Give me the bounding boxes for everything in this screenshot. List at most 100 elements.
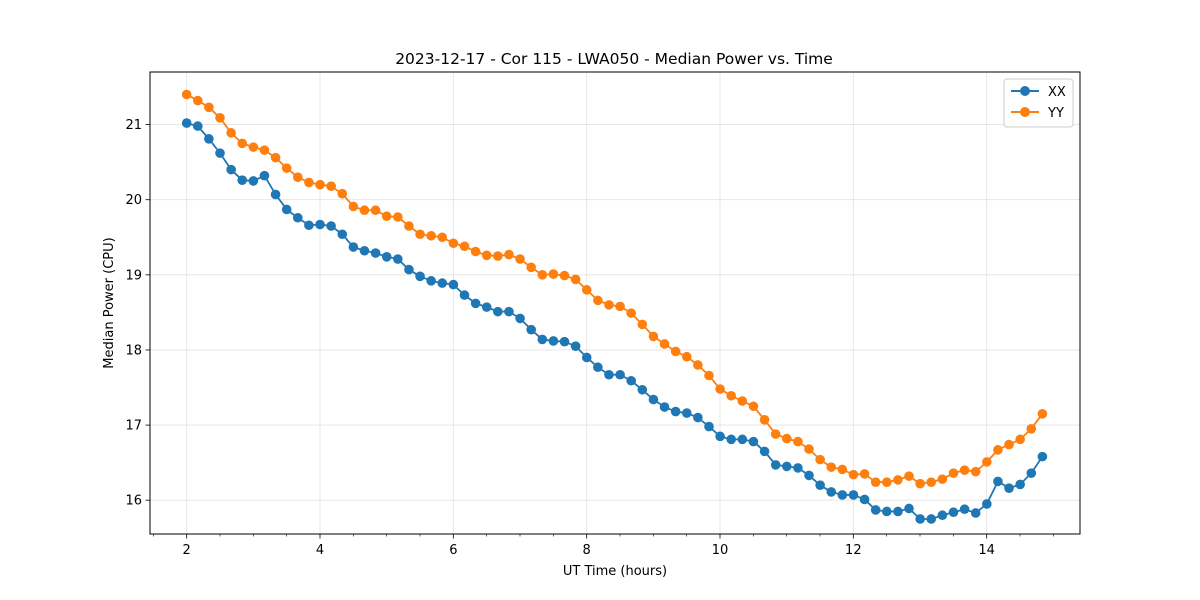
- data-point-yy: [370, 205, 381, 216]
- data-point-xx: [270, 189, 281, 200]
- data-point-xx: [970, 508, 981, 518]
- data-point-xx: [326, 221, 336, 231]
- data-point-yy: [415, 229, 425, 240]
- data-point-xx: [393, 254, 403, 264]
- data-point-xx: [248, 176, 259, 186]
- data-point-yy: [248, 142, 259, 152]
- data-point-yy: [837, 464, 848, 475]
- data-point-xx: [581, 352, 592, 363]
- data-point-xx: [815, 480, 825, 490]
- data-point-xx: [926, 514, 937, 524]
- data-point-yy: [393, 212, 403, 222]
- data-point-yy: [926, 477, 937, 487]
- data-point-yy: [937, 474, 948, 484]
- series-xx: [181, 118, 1048, 524]
- x-tick-label: 2: [183, 543, 191, 558]
- data-point-xx: [237, 175, 248, 185]
- data-point-xx: [426, 276, 436, 286]
- x-tick-label: 12: [845, 543, 862, 558]
- data-point-yy: [526, 262, 536, 273]
- data-point-yy: [982, 457, 992, 467]
- data-point-yy: [304, 177, 314, 188]
- data-point-yy: [793, 436, 803, 447]
- y-tick-label: 17: [125, 419, 142, 434]
- x-tick-label: 6: [449, 543, 457, 558]
- legend-marker-xx: [1020, 86, 1030, 96]
- data-point-yy: [426, 230, 436, 241]
- data-point-xx: [437, 278, 448, 288]
- data-point-xx: [982, 499, 992, 509]
- data-point-yy: [493, 251, 503, 261]
- data-point-yy: [281, 163, 292, 173]
- data-point-yy: [559, 270, 570, 281]
- data-point-yy: [959, 465, 970, 475]
- data-point-yy: [726, 390, 737, 401]
- data-point-xx: [415, 271, 425, 282]
- data-point-xx: [493, 306, 503, 317]
- data-point-yy: [537, 270, 548, 280]
- data-point-xx: [537, 334, 548, 345]
- data-point-yy: [593, 295, 603, 306]
- legend-label-yy: YY: [1047, 106, 1064, 121]
- data-point-xx: [893, 506, 903, 517]
- data-point-xx: [715, 431, 725, 442]
- x-tick-label: 14: [978, 543, 995, 558]
- data-point-xx: [681, 408, 692, 418]
- series-yy: [181, 89, 1048, 489]
- data-point-yy: [359, 205, 370, 216]
- data-point-xx: [948, 507, 959, 518]
- data-point-yy: [215, 113, 225, 123]
- data-point-xx: [848, 490, 859, 500]
- y-tick-label: 20: [125, 193, 142, 208]
- data-point-xx: [470, 298, 481, 309]
- data-point-xx: [1015, 479, 1025, 490]
- data-point-yy: [315, 179, 325, 190]
- data-point-yy: [1026, 424, 1037, 434]
- data-point-yy: [759, 415, 770, 425]
- axis-ticks: 2 4 6 8 10 12 14 16 17 18 19 20 21: [125, 118, 1054, 558]
- data-point-xx: [648, 394, 659, 405]
- grid-lines: [150, 72, 1080, 534]
- data-point-yy: [481, 250, 492, 261]
- data-point-yy: [948, 468, 959, 478]
- legend-entry-xx: XX: [1011, 85, 1066, 100]
- x-tick-label: 10: [712, 543, 729, 558]
- data-point-yy: [504, 249, 514, 260]
- data-point-xx: [559, 336, 570, 347]
- y-tick-label: 18: [125, 343, 142, 358]
- data-point-xx: [226, 164, 236, 175]
- data-point-yy: [192, 95, 203, 106]
- data-point-xx: [615, 369, 625, 380]
- data-point-xx: [515, 313, 525, 324]
- data-point-yy: [548, 269, 559, 279]
- data-point-xx: [281, 204, 292, 215]
- data-point-yy: [1015, 434, 1025, 445]
- data-point-yy: [815, 454, 825, 465]
- plot-series: [181, 89, 1048, 524]
- data-point-xx: [637, 384, 648, 395]
- data-point-xx: [659, 402, 670, 412]
- data-point-yy: [181, 89, 192, 100]
- y-axis-label: Median Power (CPU): [102, 237, 117, 368]
- data-point-yy: [337, 188, 348, 199]
- data-point-xx: [293, 212, 303, 223]
- data-point-yy: [293, 172, 303, 182]
- legend-label-xx: XX: [1048, 85, 1066, 100]
- data-point-xx: [504, 306, 514, 317]
- data-point-xx: [215, 148, 225, 158]
- data-point-xx: [837, 490, 848, 500]
- data-point-xx: [204, 134, 214, 144]
- data-point-yy: [515, 254, 525, 264]
- data-point-xx: [526, 324, 536, 335]
- data-point-yy: [459, 241, 470, 252]
- data-point-xx: [448, 279, 459, 290]
- data-point-xx: [593, 362, 603, 373]
- data-point-yy: [693, 360, 703, 370]
- data-point-xx: [748, 436, 759, 447]
- y-tick-label: 19: [125, 268, 142, 283]
- data-point-yy: [848, 469, 859, 480]
- data-point-xx: [459, 290, 470, 300]
- data-point-xx: [548, 336, 559, 346]
- data-point-yy: [581, 285, 592, 295]
- data-point-yy: [748, 401, 759, 412]
